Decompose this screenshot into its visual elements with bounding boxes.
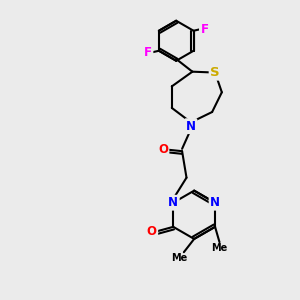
Text: O: O	[158, 143, 168, 156]
Text: N: N	[168, 196, 178, 209]
Text: F: F	[200, 23, 208, 36]
Text: F: F	[144, 46, 152, 59]
Text: O: O	[147, 225, 157, 238]
Text: Me: Me	[171, 253, 188, 263]
Text: Me: Me	[212, 243, 228, 253]
Text: N: N	[186, 120, 196, 133]
Text: S: S	[210, 66, 220, 79]
Text: N: N	[210, 196, 220, 209]
